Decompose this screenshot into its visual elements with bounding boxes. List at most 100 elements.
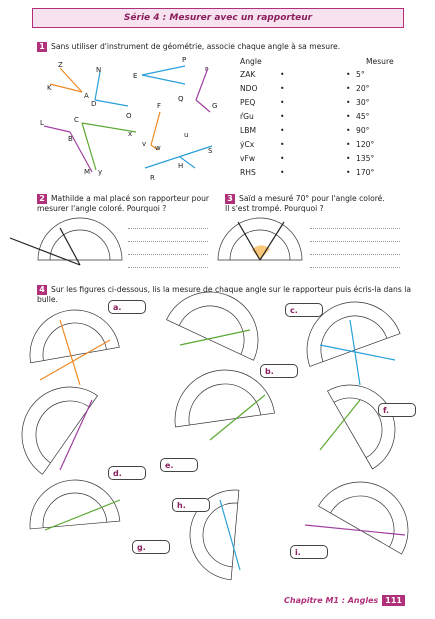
match-bullet[interactable]: • — [346, 168, 351, 177]
answer-bubble-e[interactable]: e. — [160, 458, 198, 472]
measure-value: 45° — [356, 112, 370, 121]
ex3-colored-angle — [252, 245, 270, 260]
match-bullet[interactable]: • — [346, 112, 351, 121]
point-label: F — [157, 102, 161, 110]
protractor-i-ray — [304, 524, 406, 536]
angle-rgu-ray1 — [195, 67, 209, 101]
point-label: E — [133, 72, 137, 80]
match-bullet[interactable]: • — [280, 70, 285, 79]
protractor-h — [189, 489, 240, 581]
ex3-answer-line[interactable] — [310, 228, 400, 229]
point-label: v — [142, 140, 146, 148]
point-label: S — [208, 147, 213, 155]
protractor-a-ray2 — [59, 319, 81, 386]
ex3-answer-line[interactable] — [310, 241, 400, 242]
ex2-protractor — [9, 217, 123, 266]
point-label: O — [126, 112, 132, 120]
match-bullet[interactable]: • — [346, 154, 351, 163]
measure-value: 135° — [356, 154, 375, 163]
point-label: r — [205, 65, 208, 73]
protractor-inner-arc — [49, 229, 111, 261]
answer-bubble-f[interactable]: f. — [378, 403, 416, 417]
series-title: Série 4 : Mesurer avec un rapporteur — [32, 8, 404, 28]
protractor-i — [317, 481, 409, 555]
angle-rgu-ray2 — [195, 99, 211, 113]
angle-ndo-ray2 — [94, 99, 129, 107]
match-bullet[interactable]: • — [346, 98, 351, 107]
match-bullet[interactable]: • — [346, 70, 351, 79]
ex3-answer-line[interactable] — [310, 267, 400, 268]
page-footer: Chapitre M1 : Angles 111 — [284, 595, 405, 606]
ex2-number: 2 — [37, 194, 47, 204]
match-bullet[interactable]: • — [280, 126, 285, 135]
angle-ndo-ray1 — [94, 71, 101, 101]
angle-name: RHS — [240, 168, 256, 177]
match-bullet[interactable]: • — [346, 140, 351, 149]
point-label: M — [84, 168, 90, 176]
ex1-text: Sans utiliser d'instrument de géométrie,… — [51, 42, 341, 51]
protractor-c — [306, 301, 401, 367]
point-label: D — [91, 100, 96, 108]
point-label: G — [212, 102, 217, 110]
ex3-ray2 — [259, 221, 285, 261]
match-bullet[interactable]: • — [280, 140, 285, 149]
ex2-answer-line[interactable] — [128, 267, 208, 268]
point-label: L — [40, 119, 44, 127]
protractor-g-ray — [44, 499, 121, 531]
match-bullet[interactable]: • — [346, 84, 351, 93]
measure-value: 20° — [356, 84, 370, 93]
point-label: Q — [178, 95, 184, 103]
point-label: B — [68, 135, 73, 143]
angle-zak-ray2 — [49, 83, 83, 93]
answer-bubble-b[interactable]: b. — [260, 364, 298, 378]
protractor-d-ray — [59, 399, 93, 471]
match-bullet[interactable]: • — [280, 154, 285, 163]
ex3-text1: Saïd a mesuré 70° pour l'angle coloré. — [239, 194, 385, 203]
ex4-number: 4 — [37, 285, 47, 295]
page-number: 111 — [382, 595, 405, 606]
answer-bubble-a[interactable]: a. — [108, 300, 146, 314]
match-bullet[interactable]: • — [280, 84, 285, 93]
match-bullet[interactable]: • — [280, 168, 285, 177]
answer-bubble-h[interactable]: h. — [172, 498, 210, 512]
point-label: P — [182, 56, 186, 64]
ex3-instruction: 3 Saïd a mesuré 70° pour l'angle coloré. I… — [225, 194, 405, 214]
point-label: u — [184, 131, 188, 139]
protractor-c-ray2 — [349, 319, 361, 386]
protractor-e-ray — [209, 394, 266, 441]
ex2-answer-line[interactable] — [128, 241, 208, 242]
measure-value: 170° — [356, 168, 375, 177]
point-label: K — [47, 84, 52, 92]
ex2-ray2 — [59, 227, 81, 266]
ex1-number: 1 — [37, 42, 47, 52]
point-label: y — [98, 168, 102, 176]
protractor-a — [29, 309, 120, 364]
match-bullet[interactable]: • — [280, 98, 285, 107]
ex2-text1: Mathilde a mal placé son rapporteur pour — [51, 194, 210, 203]
answer-bubble-d[interactable]: d. — [108, 466, 146, 480]
point-label: A — [84, 92, 89, 100]
protractor-body — [217, 217, 303, 261]
point-label: x — [128, 130, 132, 138]
match-bullet[interactable]: • — [280, 112, 285, 121]
angle-name: NDO — [240, 84, 258, 93]
col-angle-header: Angle — [240, 57, 262, 66]
angle-name: ŕGu — [240, 112, 254, 121]
ex3-number: 3 — [225, 194, 235, 204]
match-bullet[interactable]: • — [346, 126, 351, 135]
ex3-answer-line[interactable] — [310, 254, 400, 255]
ex1-point-labels: Z N P r E K A D Q G L C F O B x u v w S … — [40, 56, 217, 182]
ex4-instruction: 4 Sur les figures ci-dessous, lis la mesu… — [37, 285, 417, 305]
measure-value: 30° — [356, 98, 370, 107]
protractor-d — [21, 386, 99, 475]
angle-lbm-ray2 — [69, 131, 93, 173]
answer-bubble-c[interactable]: c. — [285, 303, 323, 317]
ex2-answer-line[interactable] — [128, 254, 208, 255]
angle-zak-ray1 — [59, 67, 83, 93]
measure-value: 5° — [356, 70, 365, 79]
col-mesure-header: Mesure — [366, 57, 394, 66]
ex2-answer-line[interactable] — [128, 228, 208, 229]
answer-bubble-i[interactable]: i. — [290, 545, 328, 559]
angle-name: PEQ — [240, 98, 256, 107]
answer-bubble-g[interactable]: g. — [132, 540, 170, 554]
